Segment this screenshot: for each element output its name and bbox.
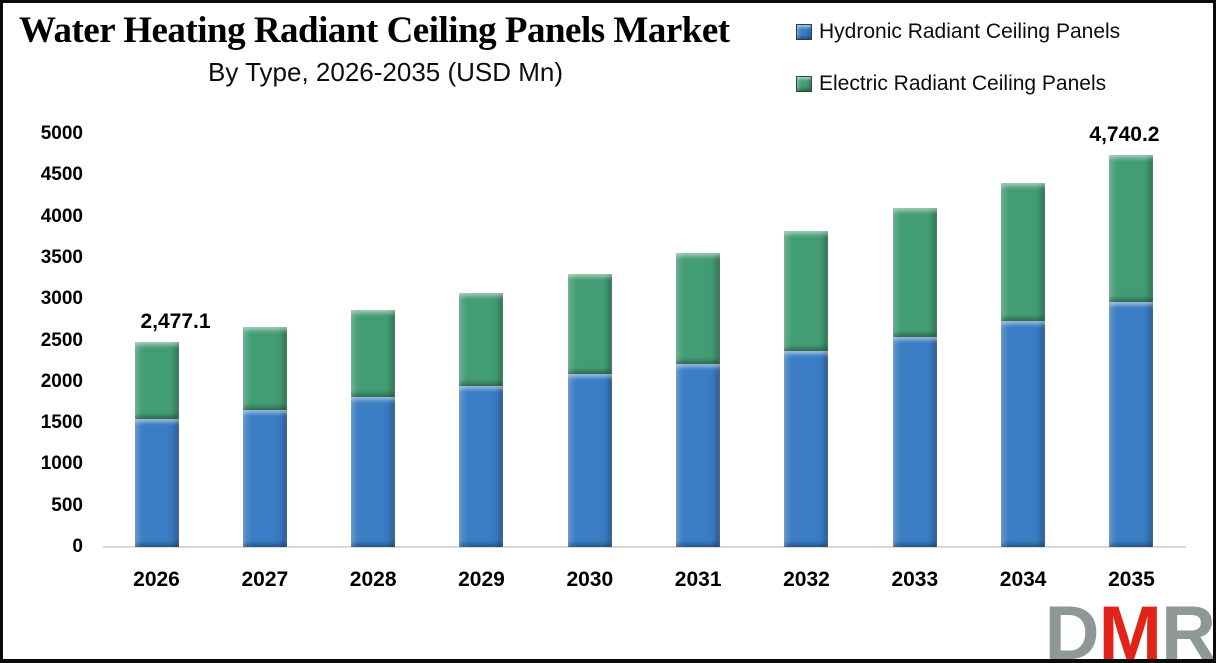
bar-2035: [1109, 155, 1154, 547]
bar-segment-electric-2034: [1001, 182, 1046, 322]
legend-item-electric: Electric Radiant Ceiling Panels: [796, 67, 1196, 101]
bar-2032: [784, 231, 829, 547]
plot-area: 0 500 1000 1500 2000 2500 3000 3500 4000 4500 5000…: [3, 3, 1213, 659]
bar-segment-electric-2030: [567, 274, 612, 374]
y-tick-label: 4500: [40, 164, 83, 186]
bar-segment-hydronic-2035: [1109, 302, 1154, 547]
bar-2031: [676, 253, 721, 547]
legend: Hydronic Radiant Ceiling Panels Electric…: [796, 15, 1196, 119]
dmr-logo: D M R: [1044, 590, 1213, 663]
bar-segment-electric-2028: [351, 310, 396, 397]
bar-segment-hydronic-2031: [676, 364, 721, 547]
x-tick-label: 2027: [241, 568, 289, 591]
bar-segment-hydronic-2033: [892, 337, 937, 547]
y-tick-label: 1500: [40, 412, 83, 434]
bar-segment-hydronic-2028: [351, 396, 396, 547]
logo-letter-m: M: [1098, 590, 1162, 663]
y-tick-label: 5000: [40, 123, 83, 144]
bar-segment-hydronic-2026: [134, 419, 179, 547]
data-label-2035: 4,740.2: [1089, 123, 1160, 147]
hydronic-series-swatch-icon: [796, 24, 812, 40]
bar-segment-hydronic-2032: [784, 351, 829, 547]
bar-segment-electric-2029: [459, 293, 504, 386]
y-tick-label: 2000: [40, 370, 83, 392]
legend-label-electric: Electric Radiant Ceiling Panels: [819, 72, 1107, 95]
x-tick-label: 2033: [891, 568, 939, 591]
bar-2029: [459, 293, 504, 547]
data-label-2026: 2,477.1: [140, 310, 211, 334]
bar-2028: [351, 310, 396, 547]
bar-segment-hydronic-2030: [567, 373, 612, 547]
bar-segment-electric-2033: [892, 207, 937, 338]
bar-segment-hydronic-2027: [242, 409, 287, 547]
x-tick-label: 2028: [349, 568, 397, 591]
y-tick-label: 500: [51, 494, 83, 516]
bar-2027: [242, 327, 287, 547]
legend-item-hydronic: Hydronic Radiant Ceiling Panels: [796, 15, 1196, 49]
bar-2034: [1001, 182, 1046, 547]
x-tick-label: 2035: [1108, 568, 1155, 591]
x-tick-label: 2029: [458, 568, 505, 591]
y-tick-label: 0: [72, 536, 83, 557]
bar-segment-electric-2032: [784, 231, 829, 352]
y-tick-label: 4000: [40, 205, 83, 227]
x-tick-label: 2034: [999, 568, 1047, 591]
x-tick-label: 2032: [783, 568, 830, 591]
bar-segment-electric-2027: [242, 327, 287, 410]
y-tick-label: 2500: [40, 329, 83, 351]
x-tick-label: 2031: [674, 568, 722, 591]
bar-segment-hydronic-2029: [459, 385, 504, 547]
bar-segment-hydronic-2034: [1001, 321, 1046, 547]
chart-subtitle: By Type, 2026-2035 (USD Mn): [207, 57, 564, 87]
x-axis-line: [103, 546, 1186, 548]
page-title: Water Heating Radiant Ceiling Panels Mar…: [19, 10, 730, 51]
y-tick-label: 3000: [40, 288, 83, 310]
x-tick-label: 2026: [133, 568, 180, 591]
logo-letter-r: R: [1161, 590, 1213, 663]
bar-segment-electric-2026: [134, 342, 179, 420]
bar-2030: [567, 274, 612, 547]
legend-label-hydronic: Hydronic Radiant Ceiling Panels: [819, 20, 1121, 43]
bar-2033: [892, 207, 937, 547]
y-tick-label: 1000: [40, 453, 83, 475]
logo-letter-d: D: [1044, 590, 1100, 663]
y-tick-label: 3500: [40, 246, 83, 268]
bar-segment-electric-2031: [676, 253, 721, 365]
electric-series-swatch-icon: [796, 76, 812, 92]
bar-2026: [134, 342, 179, 547]
bar-segment-electric-2035: [1109, 155, 1154, 303]
x-tick-label: 2030: [566, 568, 614, 591]
